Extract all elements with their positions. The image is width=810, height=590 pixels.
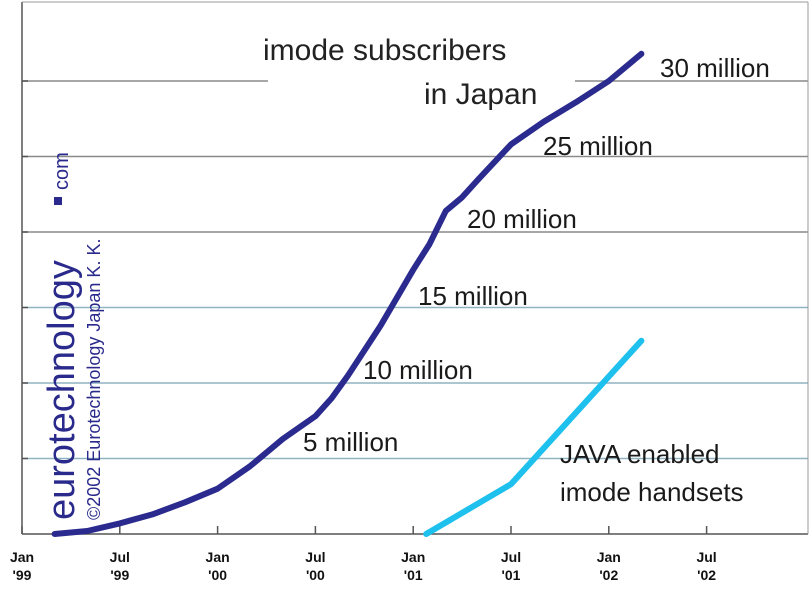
series-line-0 <box>51 50 645 537</box>
x-tick-year-6: '02 <box>599 567 618 583</box>
chart-title-line-2: in Japan <box>424 78 537 111</box>
value-labels: 5 million 10 million 15 million 20 million 2… <box>303 53 770 457</box>
chart-title-line-1: imode subscribers <box>263 34 506 67</box>
x-tick-month-3: Jul <box>305 549 325 565</box>
axes <box>21 1 809 535</box>
value-label-20: 20 million <box>467 204 577 234</box>
value-label-5: 5 million <box>303 427 398 457</box>
value-label-15: 15 million <box>418 281 528 311</box>
x-tick-year-3: '00 <box>306 567 325 583</box>
watermark-brand-suffix: com <box>51 152 73 190</box>
x-tick-year-4: '01 <box>404 567 423 583</box>
gridlines <box>22 80 808 460</box>
series-lines <box>51 50 645 537</box>
java-series-label: JAVA enabled imode handsets <box>560 439 744 507</box>
java-label-line-1: JAVA enabled <box>560 439 720 469</box>
value-label-10: 10 million <box>363 355 473 385</box>
x-tick-month-1: Jul <box>110 549 130 565</box>
x-tick-month-6: Jan <box>597 549 621 565</box>
watermark-brand: eurotechnology <box>41 260 83 520</box>
x-tick-month-2: Jan <box>206 549 230 565</box>
x-tick-month-4: Jan <box>401 549 425 565</box>
x-tick-year-2: '00 <box>208 567 227 583</box>
x-tick-month-7: Jul <box>696 549 716 565</box>
x-tick-month-5: Jul <box>501 549 521 565</box>
series-line-1 <box>423 337 645 537</box>
watermark-dot <box>54 197 62 205</box>
x-tick-month-0: Jan <box>10 549 34 565</box>
x-tick-year-0: '99 <box>13 567 32 583</box>
chart-title: imode subscribers in Japan <box>263 34 537 111</box>
watermark-copyright: ©2002 Eurotechnology Japan K. K. <box>84 239 104 520</box>
x-tick-year-1: '99 <box>110 567 129 583</box>
x-tick-year-5: '01 <box>502 567 521 583</box>
value-label-30: 30 million <box>660 53 770 83</box>
value-label-25: 25 million <box>543 131 653 161</box>
x-axis-ticks: Jan '99 Jul '99 Jan '00 Jul '00 Jan '01 Jul '01 Jan '… <box>10 526 717 583</box>
watermark: eurotechnology com ©2002 Eurotechnology … <box>41 152 104 520</box>
x-tick-year-7: '02 <box>697 567 716 583</box>
java-label-line-2: imode handsets <box>560 477 744 507</box>
